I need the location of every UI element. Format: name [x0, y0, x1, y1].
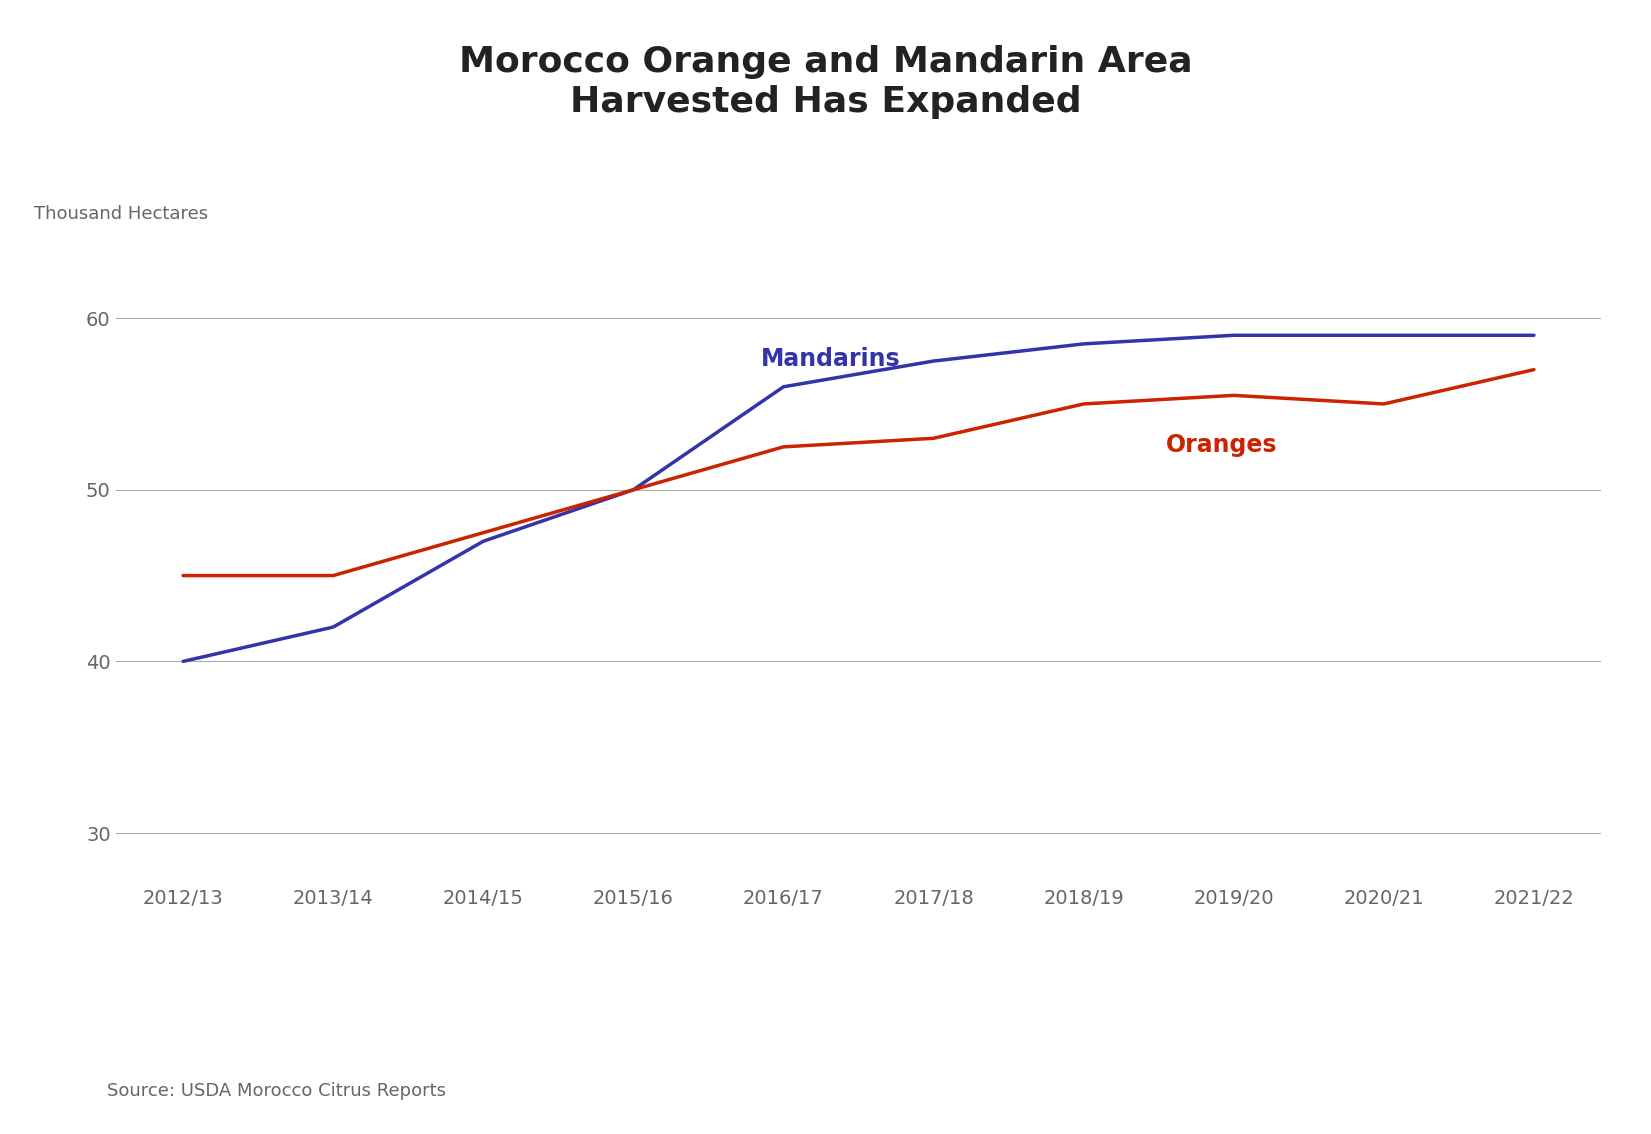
Text: Source: USDA Morocco Citrus Reports: Source: USDA Morocco Citrus Reports: [107, 1082, 446, 1100]
Text: Mandarins: Mandarins: [761, 347, 900, 371]
Text: Morocco Orange and Mandarin Area
Harvested Has Expanded: Morocco Orange and Mandarin Area Harvest…: [459, 45, 1192, 119]
Text: Thousand Hectares: Thousand Hectares: [33, 205, 208, 223]
Text: Oranges: Oranges: [1166, 433, 1278, 457]
